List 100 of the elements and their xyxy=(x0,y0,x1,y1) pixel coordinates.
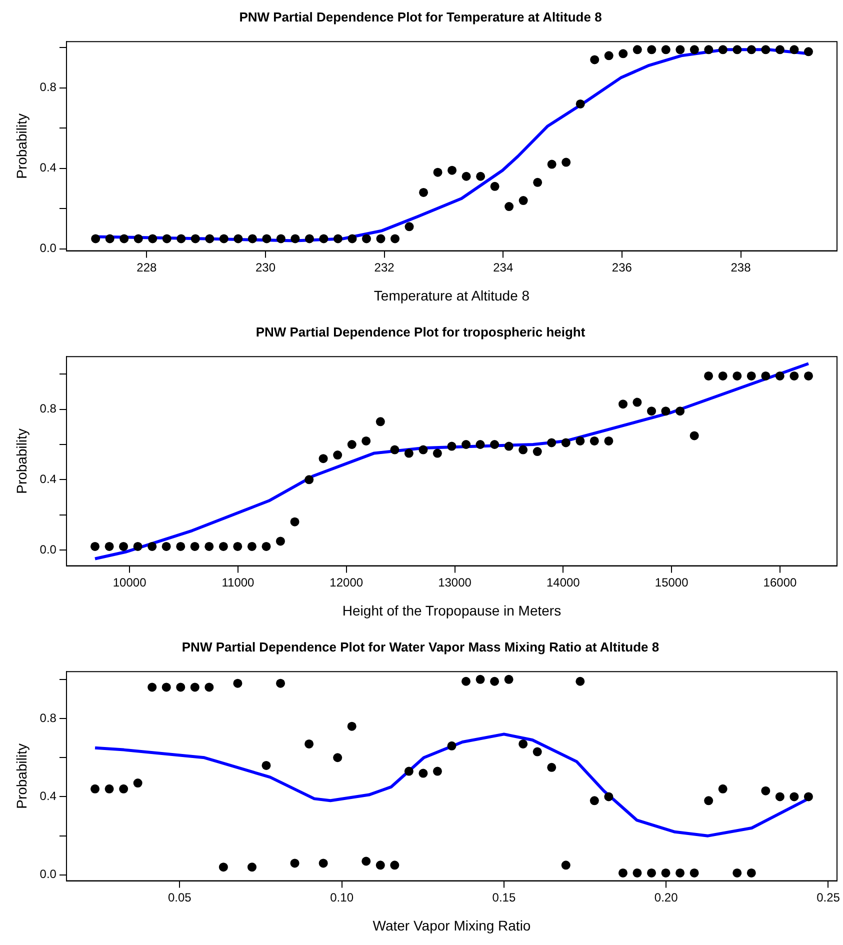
x-tick-label: 10000 xyxy=(112,575,147,590)
x-tick-label: 0.20 xyxy=(654,890,678,904)
y-tick-label: 0.4 xyxy=(40,160,57,175)
point xyxy=(518,196,528,206)
point xyxy=(162,682,171,692)
point xyxy=(547,160,556,169)
point xyxy=(433,168,442,177)
point xyxy=(318,454,328,464)
point xyxy=(190,234,200,244)
point xyxy=(432,448,442,458)
point xyxy=(204,542,214,551)
point xyxy=(647,45,656,54)
point xyxy=(262,542,271,551)
point xyxy=(419,188,428,197)
point xyxy=(247,862,256,872)
point xyxy=(676,868,685,878)
x-tick-label: 16000 xyxy=(763,575,797,590)
point xyxy=(205,234,214,244)
point xyxy=(119,784,128,794)
point xyxy=(676,45,685,54)
point xyxy=(804,792,813,802)
point xyxy=(148,682,157,692)
x-tick-label: 238 xyxy=(730,260,752,274)
point xyxy=(90,784,100,794)
point xyxy=(518,739,528,748)
point xyxy=(204,682,214,692)
point xyxy=(533,178,542,187)
point xyxy=(532,747,542,756)
point xyxy=(746,371,756,380)
point xyxy=(490,182,500,191)
point xyxy=(704,371,714,380)
point xyxy=(661,406,670,416)
x-tick-label: 0.25 xyxy=(816,890,840,904)
point xyxy=(219,234,228,244)
point xyxy=(447,741,456,750)
point xyxy=(233,678,242,688)
point xyxy=(105,234,114,244)
point xyxy=(604,792,614,802)
point xyxy=(290,517,300,526)
point xyxy=(618,868,628,878)
y-axis-title: Probability xyxy=(13,114,30,179)
point xyxy=(333,450,342,460)
point xyxy=(775,371,784,380)
y-tick-label: 0.0 xyxy=(40,867,57,882)
point xyxy=(632,868,642,878)
point xyxy=(133,542,142,551)
point xyxy=(647,868,656,878)
x-tick-label: 0.10 xyxy=(330,890,354,904)
point xyxy=(732,45,742,54)
point xyxy=(234,234,243,244)
x-tick-label: 0.05 xyxy=(168,890,192,904)
point xyxy=(690,45,699,54)
point xyxy=(476,440,485,449)
point xyxy=(661,868,670,878)
point xyxy=(632,398,642,407)
point xyxy=(704,45,714,54)
point xyxy=(561,860,570,870)
y-axis-title: Probability xyxy=(13,428,30,494)
point xyxy=(576,676,585,686)
point xyxy=(134,234,143,244)
point xyxy=(746,45,756,54)
point xyxy=(248,234,257,244)
point xyxy=(690,868,699,878)
point xyxy=(362,436,371,446)
point xyxy=(447,442,456,451)
point xyxy=(390,860,400,870)
x-tick-label: 230 xyxy=(255,260,276,274)
point xyxy=(276,234,286,244)
point xyxy=(718,784,728,794)
point xyxy=(775,45,784,54)
point xyxy=(547,762,556,772)
point xyxy=(504,442,514,451)
chart-title: PNW Partial Dependence Plot for tropospheric height xyxy=(256,324,586,340)
point xyxy=(448,166,457,175)
point xyxy=(262,760,271,770)
point xyxy=(718,45,728,54)
point xyxy=(318,858,328,868)
point xyxy=(804,47,813,56)
point xyxy=(104,542,114,551)
y-tick-label: 0.0 xyxy=(40,542,57,556)
point xyxy=(462,440,471,449)
point xyxy=(404,448,414,458)
point xyxy=(590,436,599,446)
point xyxy=(418,445,428,454)
point xyxy=(804,371,813,380)
x-tick-label: 228 xyxy=(136,260,158,274)
point xyxy=(176,234,186,244)
chart-title: PNW Partial Dependence Plot for Water Vapor Mass Mixing Ratio at Altitude 8 xyxy=(182,639,660,654)
point xyxy=(390,234,400,244)
point xyxy=(576,99,585,108)
y-tick-label: 0.8 xyxy=(40,402,57,416)
point xyxy=(218,862,228,872)
x-tick-label: 0.15 xyxy=(492,890,516,904)
point xyxy=(561,438,570,448)
point xyxy=(476,674,485,684)
point xyxy=(148,234,158,244)
point xyxy=(362,856,371,866)
point xyxy=(304,475,314,484)
x-tick-label: 11000 xyxy=(222,575,255,590)
point xyxy=(618,400,628,409)
